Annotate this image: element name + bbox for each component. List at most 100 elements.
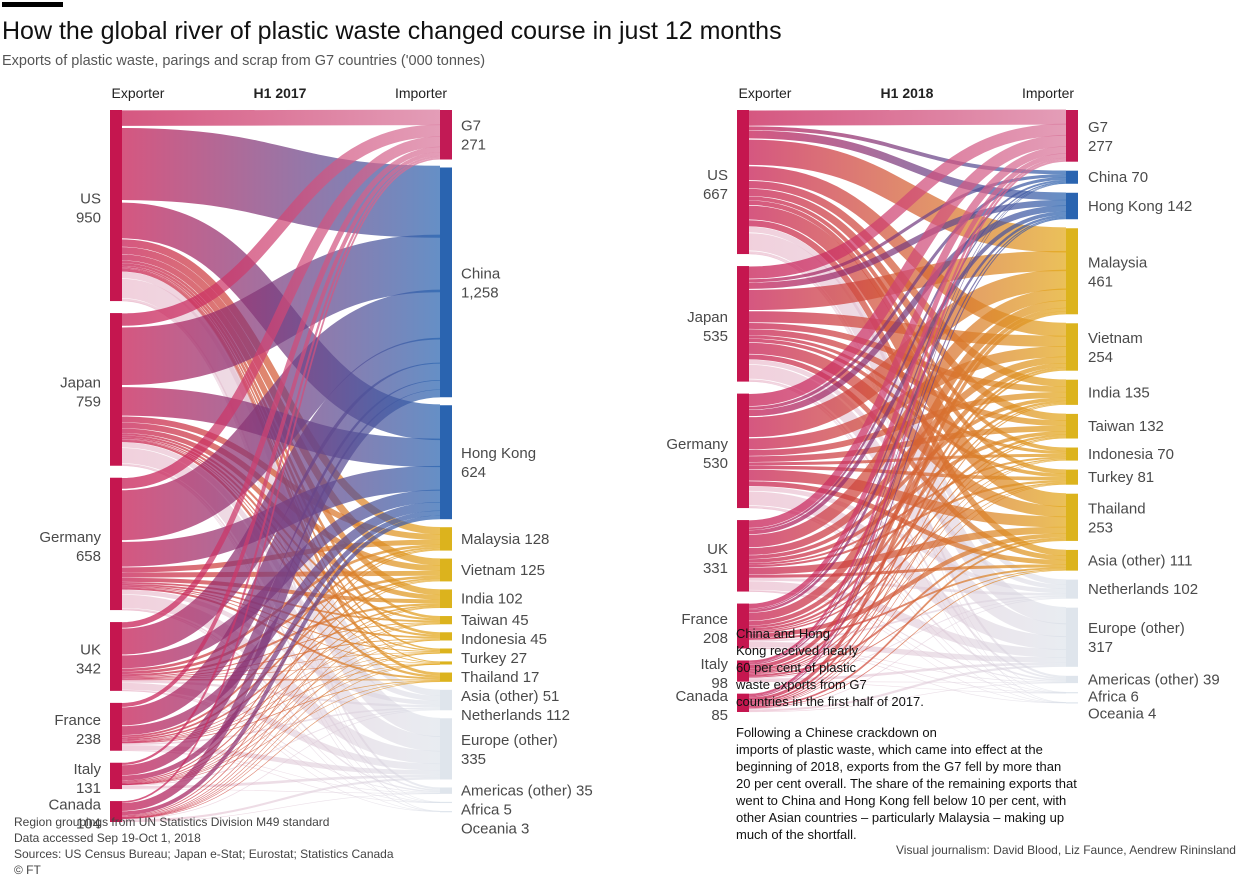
exporter-name: Japan: [687, 309, 728, 326]
importer-value: 335: [461, 751, 486, 768]
importer-bar-netherlands: [1066, 580, 1078, 599]
exporter-bar-france: [110, 703, 122, 751]
importer-bar-vietnam: [1066, 323, 1078, 370]
importer-label: Indonesia 45: [461, 631, 547, 648]
annotation-2018: Following a Chinese crackdown on imports…: [736, 724, 1077, 843]
importer-name: Vietnam: [1088, 330, 1143, 347]
annotation-line: went to China and Hong Kong fell below 1…: [736, 792, 1077, 809]
exporter-value: 85: [711, 707, 728, 724]
importer-header: Importer: [1022, 85, 1074, 101]
annotation-line: imports of plastic waste, which came int…: [736, 741, 1077, 758]
importer-label: Vietnam 125: [461, 562, 545, 579]
importer-bar-india: [1066, 380, 1078, 405]
exporter-value: 238: [76, 731, 101, 748]
importer-bar-india: [440, 589, 452, 608]
exporter-name: France: [681, 611, 728, 628]
flows: [122, 117, 440, 821]
annotation-line: other Asian countries – particularly Mal…: [736, 809, 1077, 826]
exporter-value: 759: [76, 393, 101, 410]
exporter-bar-japan: [737, 266, 749, 382]
annotation-line: Kong received nearly: [736, 642, 924, 659]
importer-bar-africa: [1066, 692, 1078, 693]
importer-bar-africa: [440, 802, 452, 803]
importer-value: 253: [1088, 519, 1113, 536]
importer-bar-china: [440, 167, 452, 397]
exporter-name: Japan: [60, 374, 101, 391]
exporter-bar-japan: [110, 313, 122, 466]
importer-name: G7: [461, 118, 481, 135]
importer-value: 271: [461, 137, 486, 154]
importer-value: 1,258: [461, 284, 499, 301]
exporter-value: 667: [703, 186, 728, 203]
exporter-name: Italy: [700, 656, 728, 673]
annotation-line: 20 per cent overall. The share of the re…: [736, 775, 1077, 792]
credit-line: Visual journalism: David Blood, Liz Faun…: [896, 843, 1236, 857]
importer-label: Asia (other) 111: [1088, 552, 1193, 569]
annotation-line: beginning of 2018, exports from the G7 f…: [736, 758, 1077, 775]
exporter-bar-germany: [737, 394, 749, 508]
importer-bar-thailand: [440, 661, 452, 664]
importer-label: Taiwan 45: [461, 612, 529, 629]
importer-bar-asia-other-: [1066, 550, 1078, 571]
importer-value: 461: [1088, 273, 1113, 290]
importer-name: Europe (other): [461, 732, 558, 749]
exporter-value: 131: [76, 780, 101, 797]
exporter-value: 658: [76, 548, 101, 565]
exporter-header: Exporter: [739, 85, 792, 101]
exporter-bar-us: [737, 110, 749, 254]
importer-bar-malaysia: [1066, 228, 1078, 314]
exporter-name: UK: [80, 641, 101, 658]
exporter-name: US: [707, 167, 728, 184]
importer-bar-turkey: [440, 648, 452, 653]
importer-value: 277: [1088, 138, 1113, 155]
exporter-bar-uk: [110, 622, 122, 691]
importer-label: Turkey 27: [461, 650, 527, 667]
importer-value: 624: [461, 464, 486, 481]
exporter-bar-uk: [737, 520, 749, 591]
period-title: H1 2017: [254, 85, 307, 101]
exporter-value: 331: [703, 560, 728, 577]
exporter-name: Germany: [39, 529, 101, 546]
importer-label: Hong Kong 142: [1088, 198, 1192, 215]
annotation-line: much of the shortfall.: [736, 826, 1077, 843]
annotation-line: Following a Chinese crackdown on: [736, 724, 1077, 741]
exporter-value: 342: [76, 660, 101, 677]
annotation-line: 60 per cent of plastic: [736, 659, 924, 676]
exporter-name: UK: [707, 541, 728, 558]
annotation-line: countries in the first half of 2017.: [736, 693, 924, 710]
importer-name: Thailand: [1088, 500, 1146, 517]
exporter-name: France: [54, 712, 101, 729]
importer-bar-china: [1066, 171, 1078, 184]
annotation-line: waste exports from G7: [736, 676, 924, 693]
importer-bar-indonesia: [440, 632, 452, 640]
importer-label: Netherlands 112: [461, 707, 570, 724]
importer-bar-thailand: [1066, 494, 1078, 541]
importer-bar-oceania: [1066, 702, 1078, 703]
importer-name: Malaysia: [1088, 254, 1148, 271]
importer-label: Oceania 4: [1088, 705, 1156, 722]
importer-label: India 135: [1088, 384, 1150, 401]
importer-bar-netherlands: [440, 690, 452, 710]
source-notes: Region groupings from UN Statistics Divi…: [14, 814, 394, 878]
importer-bar-europe-other-: [1066, 608, 1078, 667]
importer-bar-g-: [1066, 110, 1078, 162]
source-line: Data accessed Sep 19-Oct 1, 2018: [14, 830, 394, 846]
exporter-name: Canada: [675, 688, 728, 705]
period-title: H1 2018: [881, 85, 934, 101]
flow-us-to-g-: [122, 117, 440, 118]
importer-label: Taiwan 132: [1088, 418, 1164, 435]
importer-bar-taiwan: [1066, 414, 1078, 439]
importer-label: Netherlands 102: [1088, 581, 1198, 598]
importer-bar-americas-other-: [440, 787, 452, 793]
importer-bar-g-: [440, 110, 452, 159]
exporter-value: 530: [703, 455, 728, 472]
importer-name: Europe (other): [1088, 620, 1185, 637]
importer-bar-turkey: [1066, 470, 1078, 485]
importer-label: Americas (other) 35: [461, 783, 593, 800]
importer-label: China 70: [1088, 169, 1148, 186]
exporter-value: 535: [703, 328, 728, 345]
exporter-bar-us: [110, 110, 122, 301]
exporter-value: 950: [76, 210, 101, 227]
importer-bar-malaysia: [440, 527, 452, 550]
importer-bar-asia-other-: [440, 673, 452, 682]
